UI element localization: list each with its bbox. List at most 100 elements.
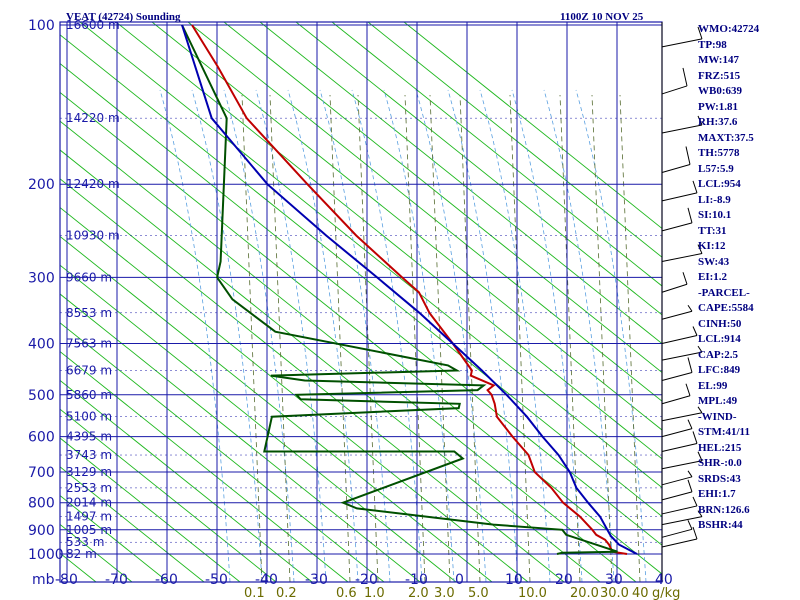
temp-tick-label: 20 — [555, 572, 573, 588]
mixing-ratio-label: 1.0 — [364, 586, 385, 600]
dry-adiabat — [60, 466, 205, 582]
wind-barb-flag — [687, 305, 693, 312]
moist-adiabats — [159, 89, 647, 582]
wind-barb-flag — [692, 496, 698, 507]
series-temperature — [191, 24, 628, 555]
wind-barb-flag — [697, 115, 703, 126]
wind-barb-flag — [692, 180, 698, 194]
wind-barb-flag — [687, 419, 693, 429]
pressure-tick-label: 900 — [28, 523, 55, 539]
height-label: 5100 m — [66, 410, 112, 424]
pressure-tick-label: 400 — [28, 336, 55, 352]
dry-adiabat — [60, 34, 662, 517]
height-label: 2014 m — [66, 496, 112, 510]
series-dewpoint — [181, 24, 618, 555]
temp-tick-label: 0 — [455, 572, 464, 588]
index-line: LI:-8.9 — [698, 193, 731, 206]
moist-adiabat — [287, 89, 359, 582]
dry-adiabat — [331, 22, 662, 287]
mixing-ratio-line — [509, 94, 531, 582]
dry-adiabat — [60, 408, 277, 582]
wind-barb-flag — [687, 207, 693, 223]
pressure-tick-label: 600 — [28, 430, 55, 446]
mixing-ratio-label: g/kg — [652, 586, 680, 600]
pressure-tick-label: 700 — [28, 465, 55, 481]
temp-tick-label: -30 — [305, 572, 328, 588]
index-line: FRZ:515 — [698, 69, 741, 82]
index-line: PW:1.81 — [698, 100, 739, 113]
mixing-ratio-label: 5.0 — [468, 586, 489, 600]
height-label: 4395 m — [66, 430, 112, 444]
dry-adiabat — [60, 379, 313, 582]
temp-tick-label: 40 — [655, 572, 673, 588]
dry-adiabat — [223, 22, 662, 373]
dry-adiabat — [60, 437, 241, 582]
wind-barb — [661, 192, 698, 202]
height-label: 3129 m — [66, 465, 112, 479]
temp-tick-label: -60 — [155, 572, 178, 588]
wind-barb-flag — [687, 479, 693, 493]
wind-barb-flag — [692, 326, 698, 336]
temp-tick-label: -40 — [255, 572, 278, 588]
pressure-tick-label: 200 — [28, 177, 55, 193]
stability-indices-panel: WMO:42724 TP:98 MW:147 FRZ:515 WB0:639 PW:1.8… — [698, 22, 798, 534]
dry-adiabat — [60, 149, 601, 582]
index-line: RH:37.6 — [698, 116, 738, 128]
index-line: SW:43 — [698, 255, 730, 268]
height-label: 3743 m — [66, 448, 112, 462]
wind-barb — [661, 38, 703, 48]
height-label: 14220 m — [66, 111, 120, 125]
index-line: LFC:849 — [698, 364, 741, 376]
moist-adiabat — [255, 89, 327, 582]
pressure-tick-label: 100 — [28, 18, 55, 34]
dry-adiabat — [187, 22, 662, 402]
mixing-ratio-line — [329, 94, 351, 582]
wind-barb — [661, 372, 693, 382]
index-line: -PARCEL- — [698, 286, 750, 299]
height-label: 8553 m — [66, 306, 112, 320]
mixing-ratio-label: 20.0 — [570, 586, 599, 600]
index-line: EL:99 — [698, 379, 728, 392]
temp-tick-label: -50 — [205, 572, 228, 588]
index-line: HEL:215 — [698, 441, 742, 454]
wind-barb — [661, 528, 693, 538]
temp-tick-label: 10 — [505, 572, 523, 588]
temp-tick-label: -80 — [55, 572, 78, 588]
height-label: 1497 m — [66, 510, 112, 524]
height-label: 5860 m — [66, 388, 112, 402]
mixing-ratio-label: 40 — [632, 586, 649, 600]
index-line: MPL:49 — [698, 395, 738, 407]
series-parcel — [181, 24, 638, 555]
moist-adiabat — [191, 89, 263, 582]
dry-adiabat — [295, 22, 662, 316]
index-line: L57:5.9 — [698, 162, 734, 175]
mixing-ratio-line — [559, 94, 581, 582]
dry-adiabat — [60, 235, 493, 582]
mixing-ratio-label: 0.2 — [276, 586, 297, 600]
height-label: 2553 m — [66, 481, 112, 495]
height-label: 82 m — [66, 547, 97, 561]
index-line: SI:10.1 — [698, 209, 732, 221]
dry-adiabat — [259, 22, 662, 345]
wind-barb — [661, 253, 703, 263]
temp-tick-label: -10 — [405, 572, 428, 588]
index-line: TT:31 — [698, 224, 727, 237]
wind-barb — [661, 335, 698, 344]
wind-barb-flag — [687, 357, 693, 373]
index-line: EI:1.2 — [698, 271, 728, 283]
mixing-ratio-label: 2.0 — [408, 586, 429, 600]
height-label: 1005 m — [66, 523, 112, 537]
mixing-ratio-line — [429, 94, 451, 582]
wind-barb-flag — [697, 406, 703, 414]
moist-adiabat — [479, 89, 551, 582]
mixing-ratio-line — [269, 94, 291, 582]
wind-barb — [661, 124, 703, 134]
dry-adiabat — [60, 293, 421, 582]
index-line: EHI:1.7 — [698, 488, 736, 500]
index-line: BRN:126.6 — [698, 503, 750, 516]
moist-adiabat — [447, 89, 519, 582]
wind-barb — [661, 85, 688, 95]
index-line: LCL:914 — [698, 333, 741, 345]
wind-barb — [661, 310, 693, 320]
index-line: SHR-:0.0 — [698, 457, 742, 469]
